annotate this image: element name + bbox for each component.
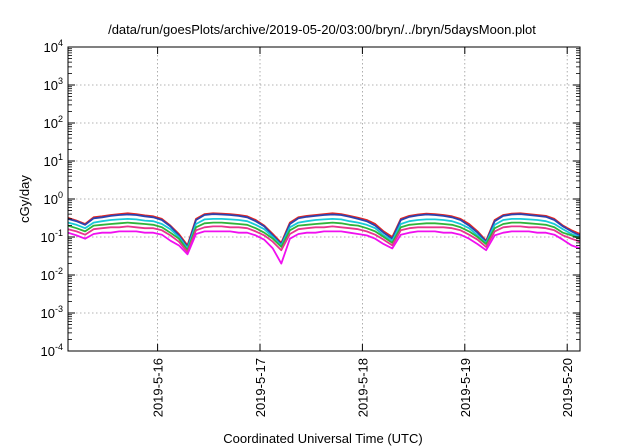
grid [68,47,580,351]
x-tick-label: 2019-5-16 [151,358,166,417]
y-axis-title: cGy/day [17,175,32,223]
y-tick-label: 10-4 [41,342,63,359]
x-axis: 2019-5-16 2019-5-17 2019-5-18 2019-5-19 2019… [151,47,575,417]
y-tick-label: 10-1 [41,228,63,245]
series-line-5 [67,225,581,254]
series-line-6 [67,230,581,265]
y-tick-label: 103 [44,76,63,93]
x-tick-label: 2019-5-20 [560,358,575,417]
series-layer [67,212,581,265]
y-tick-label: 10-2 [41,266,63,283]
y-axis: 10-4 10-3 10-2 10-1 100 101 102 103 104 [41,38,580,359]
x-tick-label: 2019-5-19 [458,358,473,417]
y-tick-label: 102 [44,114,63,131]
chart-title: /data/run/goesPlots/archive/2019-05-20/0… [108,22,536,37]
y-tick-label: 100 [44,190,63,207]
series-line-1 [67,212,581,247]
series-line-3 [67,217,581,250]
x-tick-label: 2019-5-18 [355,358,370,417]
y-tick-label: 104 [44,38,63,55]
series-line-2 [67,213,581,248]
x-axis-title: Coordinated Universal Time (UTC) [223,431,422,446]
series-line-4 [67,221,581,252]
x-tick-label: 2019-5-17 [253,358,268,417]
y-tick-label: 10-3 [41,304,63,321]
y-tick-label: 101 [44,152,63,169]
